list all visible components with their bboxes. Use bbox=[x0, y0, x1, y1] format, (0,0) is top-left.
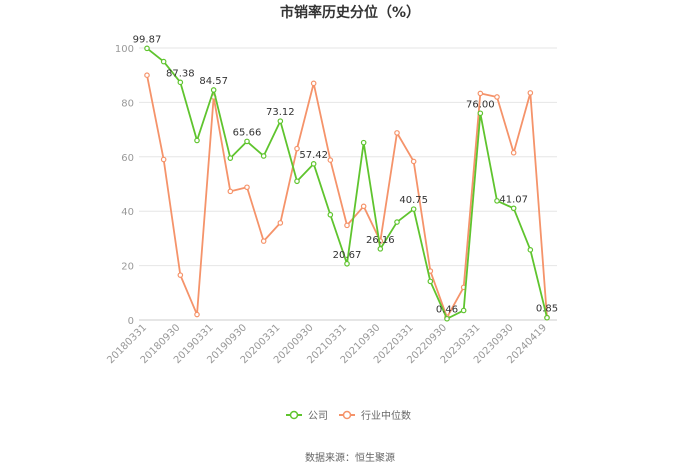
data-point[interactable] bbox=[260, 238, 267, 244]
data-point[interactable] bbox=[244, 138, 250, 145]
legend-item-1[interactable]: 行业中位数 bbox=[339, 409, 411, 422]
data-label: 76.00 bbox=[466, 99, 495, 110]
y-tick-label: 60 bbox=[121, 153, 134, 164]
y-tick-label: 0 bbox=[128, 316, 134, 327]
data-point[interactable] bbox=[477, 110, 484, 117]
legend-label: 行业中位数 bbox=[361, 409, 411, 422]
data-point[interactable] bbox=[427, 278, 434, 285]
data-point[interactable] bbox=[377, 246, 384, 252]
legend-marker bbox=[342, 410, 352, 420]
data-point[interactable] bbox=[260, 153, 267, 159]
data-label: 0.46 bbox=[436, 305, 458, 316]
data-label: 99.87 bbox=[133, 34, 162, 45]
data-point[interactable] bbox=[210, 87, 217, 93]
data-point[interactable] bbox=[277, 118, 284, 124]
data-point[interactable] bbox=[327, 211, 334, 218]
data-label: 87.38 bbox=[166, 68, 195, 79]
data-point[interactable] bbox=[344, 260, 350, 267]
data-point[interactable] bbox=[160, 156, 167, 163]
data-point[interactable] bbox=[277, 220, 284, 226]
data-point[interactable] bbox=[227, 188, 234, 195]
data-label: 26.16 bbox=[366, 235, 395, 246]
data-label: 84.57 bbox=[199, 76, 228, 87]
data-point[interactable] bbox=[527, 90, 534, 96]
data-point[interactable] bbox=[227, 155, 234, 161]
data-point[interactable] bbox=[510, 205, 517, 212]
data-label: 41.07 bbox=[499, 194, 528, 205]
y-tick-label: 40 bbox=[121, 207, 134, 218]
data-point[interactable] bbox=[160, 58, 167, 65]
data-point[interactable] bbox=[177, 79, 184, 86]
data-point[interactable] bbox=[527, 247, 534, 253]
legend-label: 公司 bbox=[308, 411, 328, 422]
data-label: 40.75 bbox=[399, 195, 428, 206]
x-axis: 2018033120180930201903312019093020200331… bbox=[105, 322, 549, 366]
data-point[interactable] bbox=[494, 198, 500, 204]
data-point[interactable] bbox=[194, 137, 200, 144]
data-label: 0.85 bbox=[536, 304, 558, 315]
data-point[interactable] bbox=[460, 307, 467, 314]
data-point[interactable] bbox=[310, 161, 317, 167]
data-point[interactable] bbox=[244, 184, 250, 191]
data-label: 65.66 bbox=[233, 127, 262, 138]
data-label: 57.42 bbox=[299, 150, 328, 161]
data-point[interactable] bbox=[344, 222, 350, 229]
data-point[interactable] bbox=[177, 272, 184, 278]
data-label: 20.67 bbox=[333, 250, 362, 261]
data-point[interactable] bbox=[394, 219, 400, 225]
chart-title: 市销率历史分位（%） bbox=[280, 4, 420, 21]
y-tick-label: 80 bbox=[121, 98, 134, 109]
data-point[interactable] bbox=[294, 145, 300, 152]
data-point[interactable] bbox=[360, 139, 367, 146]
data-point[interactable] bbox=[510, 149, 517, 156]
data-point[interactable] bbox=[144, 72, 150, 79]
legend-marker bbox=[289, 410, 299, 420]
data-point[interactable] bbox=[394, 130, 400, 136]
data-point[interactable] bbox=[494, 94, 500, 100]
data-point[interactable] bbox=[294, 178, 300, 185]
data-point[interactable] bbox=[544, 314, 550, 321]
y-tick-label: 100 bbox=[115, 44, 134, 55]
data-point[interactable] bbox=[310, 80, 317, 87]
y-tick-label: 20 bbox=[121, 262, 134, 273]
y-axis: 0 20 40 60 80 100 bbox=[115, 44, 134, 327]
legend[interactable]: 公司 行业中位数 bbox=[286, 409, 411, 422]
data-point[interactable] bbox=[444, 315, 450, 322]
series-group bbox=[144, 45, 550, 322]
data-label: 73.12 bbox=[266, 107, 295, 118]
data-labels: 99.87 87.38 84.57 65.66 73.12 57.42 20.67 26.16… bbox=[133, 34, 558, 315]
data-point[interactable] bbox=[477, 90, 484, 97]
data-point[interactable] bbox=[410, 158, 417, 165]
data-point[interactable] bbox=[410, 206, 417, 212]
source-note: 数据来源：恒生聚源 bbox=[305, 451, 395, 464]
data-point[interactable] bbox=[360, 203, 367, 210]
data-point[interactable] bbox=[327, 157, 334, 163]
legend-item-0[interactable]: 公司 bbox=[286, 410, 328, 422]
data-point[interactable] bbox=[144, 45, 150, 52]
data-point[interactable] bbox=[194, 311, 200, 318]
